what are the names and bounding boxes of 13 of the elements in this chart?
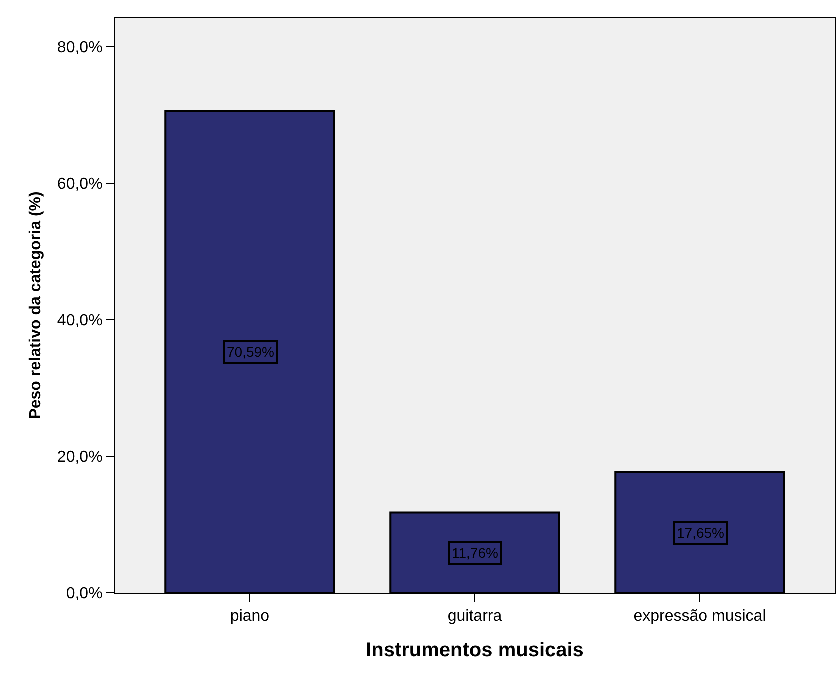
data-label: 11,76% (452, 545, 498, 561)
y-tick-label: 60,0% (57, 176, 103, 193)
data-label: 17,65% (677, 525, 724, 541)
y-tick-label: 40,0% (57, 312, 103, 330)
y-axis-title: Peso relativo da categoria (%) (27, 192, 44, 420)
x-tick-label: guitarra (448, 608, 502, 626)
data-label: 70,59% (227, 344, 274, 360)
x-tick-label: expressão musical (634, 608, 766, 626)
y-tick-label: 20,0% (57, 449, 103, 466)
x-tick-label: piano (230, 608, 270, 626)
x-axis-title: Instrumentos musicais (366, 640, 584, 662)
y-tick-label: 80,0% (57, 39, 103, 56)
y-tick-label: 0,0% (66, 586, 103, 603)
